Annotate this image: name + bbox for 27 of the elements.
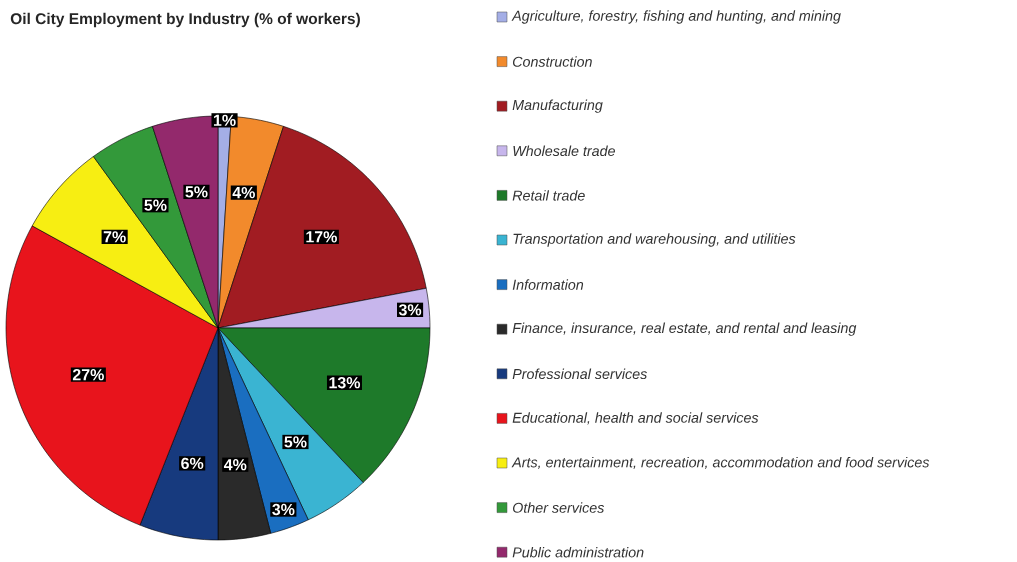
data-label: 17% [306,231,337,243]
data-label: 4% [232,187,255,199]
legend-label: Arts, entertainment, recreation, accommodation and food services [511,456,930,470]
legend-label: Finance, insurance, real estate, and rental and leasing [512,322,857,336]
legend-label: Wholesale trade [513,145,615,157]
legend-label: Educational, health and social services [512,412,759,425]
data-label: 13% [329,377,361,389]
data-label: 4% [223,459,247,471]
legend-label: Agriculture, forestry, fishing and hunting, and mining [511,10,841,24]
data-label: 5% [284,436,307,448]
data-label: 3% [398,304,422,316]
legend-label: Professional services [512,368,647,380]
legend-label: Manufacturing [512,99,603,113]
legend-label: Other services [512,502,605,513]
legend-label: Retail trade [512,190,585,201]
legend-label: Public administration [512,546,644,558]
legend-label: Information [512,279,584,290]
legend-label: Transportation and warehousing, and utilities [513,233,796,247]
data-label: 27% [72,369,104,381]
data-label: 5% [185,186,208,198]
data-label: 5% [144,199,167,211]
data-label: 1% [213,114,236,126]
chart-title: Oil City Employment by Industry (% of workers) [10,12,360,28]
data-label: 7% [103,231,126,243]
legend-label: Construction [512,56,592,67]
data-label: 3% [272,503,295,516]
data-label: 6% [181,457,204,470]
